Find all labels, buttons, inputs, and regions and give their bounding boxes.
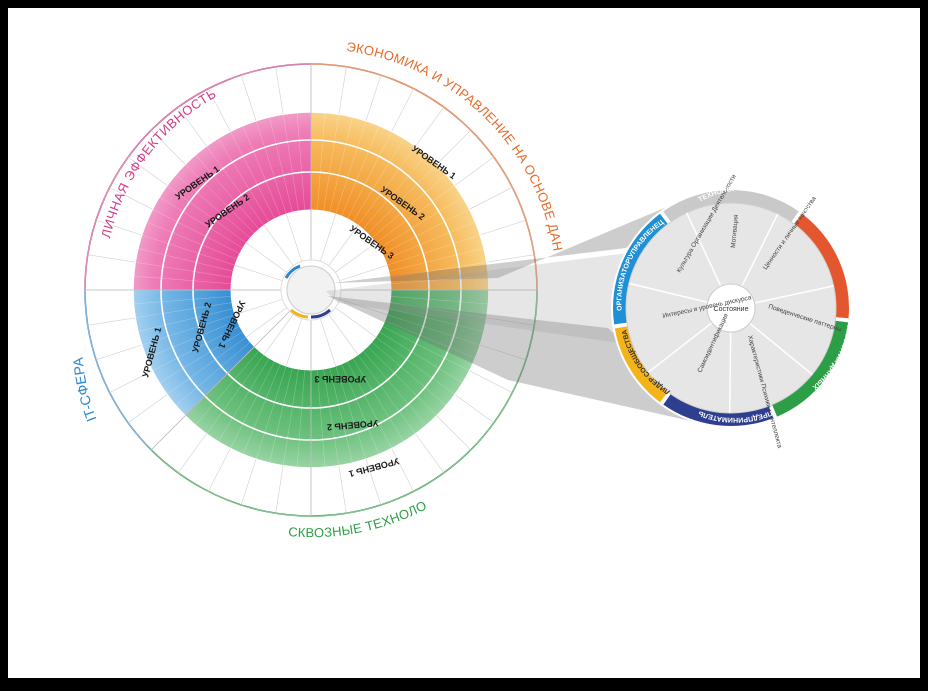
detail-ring-segment	[614, 326, 668, 403]
detail-spoke	[628, 282, 708, 304]
infographic-canvas: ЛИЧНАЯ ЭФФЕКТИВНОСТЬ ЭКОНОМИКА И УПРАВЛЕ…	[8, 8, 920, 678]
detail-spoke	[741, 213, 779, 287]
sector-wedge-economy	[311, 112, 489, 290]
detail-center-label: Состояние	[714, 306, 749, 313]
detail-spoke	[647, 322, 713, 374]
detail-spoke	[749, 322, 813, 376]
sector-inner-personal	[231, 210, 311, 290]
detail-spoke	[685, 212, 722, 287]
sector-inner-tech	[254, 290, 391, 370]
sector-wedge-personal	[133, 112, 311, 290]
sector-wedge-it	[133, 290, 255, 416]
zoom-connector	[326, 198, 713, 426]
competency-wheel-diagram: ЛИЧНАЯ ЭФФЕКТИВНОСТЬ ЭКОНОМИКА И УПРАВЛЕ…	[8, 8, 853, 540]
detail-spoke	[728, 331, 732, 414]
detail-seg-motivation: Мотивация	[730, 214, 740, 248]
detail-ring-segment	[663, 189, 799, 222]
sector-inner-economy	[311, 210, 391, 290]
detail-ring-segment	[772, 320, 849, 417]
wheel-hub	[280, 259, 342, 321]
detail-ring-segment	[663, 394, 774, 426]
level-label-tech-2: УРОВЕНЬ 2	[327, 418, 379, 432]
detail-spoke	[754, 285, 834, 304]
sector-title-it: IT-СФЕРА	[70, 356, 100, 424]
wheel-grid	[84, 63, 538, 517]
sector-wedges	[133, 112, 489, 469]
level-label-tech-3: УРОВЕНЬ 3	[315, 374, 366, 384]
detail-ring-segment	[613, 213, 668, 325]
sector-wedge-tech	[185, 290, 489, 469]
sector-inner-it	[231, 290, 290, 347]
